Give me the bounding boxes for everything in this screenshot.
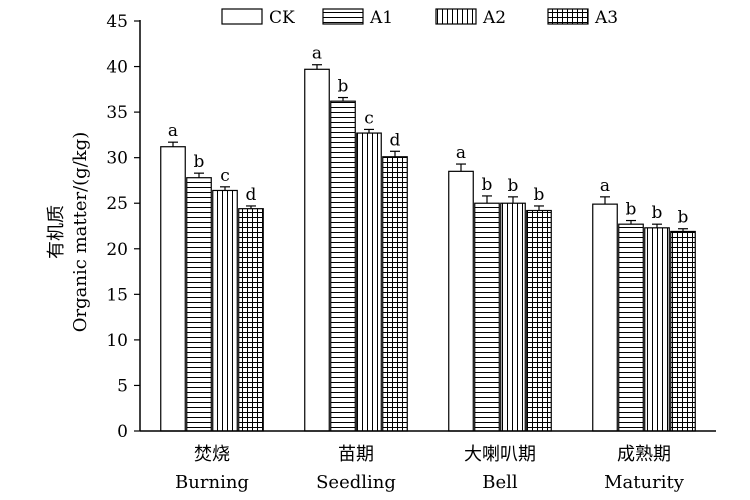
bar-a2-bell: [500, 202, 526, 432]
significance-letter: b: [534, 185, 545, 205]
significance-letter: b: [508, 176, 519, 196]
legend-swatch-a1: [322, 8, 364, 25]
significance-letter: b: [194, 152, 205, 172]
y-axis-title-zh: 有机质: [46, 205, 67, 259]
bar-a1-seedling: [330, 100, 356, 432]
bar-a3-burning: [238, 208, 264, 432]
category-label-zh: 焚烧: [194, 444, 230, 465]
legend-label-a3: A3: [594, 8, 618, 28]
bar-a3-maturity: [670, 230, 696, 432]
bar-a2-seedling: [356, 132, 382, 432]
category-label-en: Maturity: [604, 472, 685, 493]
bar-a1-burning: [186, 177, 212, 432]
bar-a3-bell: [526, 209, 552, 432]
category-labels: 焚烧 Burning 苗期 Seedling 大喇叭期 Bell 成熟期 Maturity: [175, 444, 685, 493]
bar-a1-maturity: [618, 223, 644, 432]
legend-label-ck: CK: [269, 8, 295, 28]
significance-letter: c: [220, 166, 230, 186]
bar-a2-maturity: [644, 227, 670, 432]
y-tick-label: 45: [106, 12, 128, 32]
bar-ck-maturity: [592, 203, 618, 432]
significance-letter: a: [168, 121, 178, 141]
bar-a2-burning: [212, 189, 238, 432]
bar-ck-burning: [160, 146, 186, 432]
y-tick-label: 30: [106, 149, 128, 169]
significance-letter: b: [626, 200, 637, 220]
legend-swatch-a2: [435, 8, 477, 25]
significance-letter: a: [312, 44, 322, 64]
y-axis-ticks: 0 5 10 15 20 25 30 35 40 45: [106, 12, 140, 442]
y-tick-label: 20: [106, 240, 128, 260]
significance-letter: a: [456, 143, 466, 163]
y-tick-label: 40: [106, 58, 128, 78]
legend-swatch-a3: [547, 8, 589, 25]
legend: CK A1 A2 A3: [221, 8, 618, 28]
bar-a3-seedling: [382, 156, 408, 432]
legend-label-a2: A2: [482, 8, 506, 28]
significance-letter: a: [600, 176, 610, 196]
y-tick-label: 10: [106, 331, 128, 351]
significance-letter: d: [246, 185, 257, 205]
significance-letter: b: [338, 77, 349, 97]
legend-label-a1: A1: [369, 8, 393, 28]
significance-letter: c: [364, 108, 374, 128]
y-tick-label: 5: [117, 376, 128, 396]
significance-letter: b: [678, 208, 689, 228]
category-label-zh: 苗期: [338, 444, 374, 465]
category-label-en: Bell: [482, 472, 518, 493]
y-axis-title-en: Organic matter/(g/kg): [70, 132, 91, 332]
bar-a1-bell: [474, 202, 500, 432]
y-tick-label: 15: [106, 285, 128, 305]
bar-ck-bell: [448, 170, 474, 432]
y-tick-label: 25: [106, 194, 128, 214]
significance-letter: b: [652, 203, 663, 223]
y-tick-label: 35: [106, 103, 128, 123]
significance-letter: b: [482, 175, 493, 195]
category-label-en: Seedling: [316, 472, 396, 493]
category-label-zh: 大喇叭期: [464, 444, 536, 465]
y-tick-label: 0: [117, 422, 128, 442]
significance-letter: d: [390, 130, 401, 150]
category-label-zh: 成熟期: [617, 444, 671, 465]
bar-ck-seedling: [304, 68, 330, 432]
legend-swatch-ck: [221, 8, 263, 25]
category-label-en: Burning: [175, 472, 249, 493]
